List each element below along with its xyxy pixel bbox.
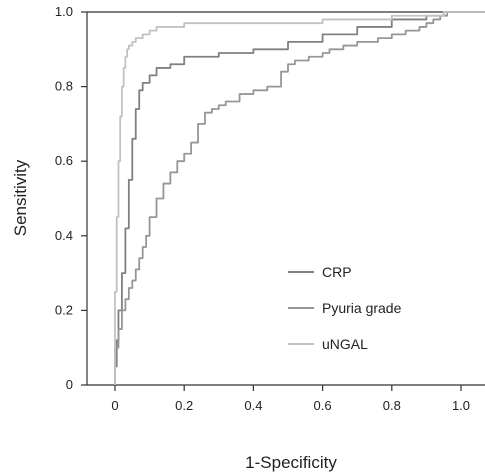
roc-curves — [114, 11, 485, 385]
x-tick-label: 1.0 — [452, 398, 470, 413]
legend-label: Pyuria grade — [322, 300, 402, 316]
series-line-pyuria-grade — [114, 11, 485, 385]
y-tick-label: 0.6 — [55, 153, 73, 168]
y-tick-label: 0.4 — [55, 228, 73, 243]
x-tick-label: 0.8 — [383, 398, 401, 413]
x-axis-title: 1-Specificity — [245, 453, 337, 472]
legend: CRP Pyuria grade uNGAL — [288, 264, 402, 352]
legend-label: CRP — [322, 264, 352, 280]
legend-label: uNGAL — [322, 336, 368, 352]
y-tick-label: 0.2 — [55, 302, 73, 317]
x-tick-label: 0.2 — [175, 398, 193, 413]
y-tick-label: 1.0 — [55, 4, 73, 19]
x-tick-label: 0 — [111, 398, 118, 413]
y-tick-label: 0 — [66, 377, 73, 392]
series-line-crp — [114, 11, 485, 385]
x-tick-label: 0.6 — [314, 398, 332, 413]
x-axis-ticks: 0 0.2 0.4 0.6 0.8 1.0 — [111, 385, 470, 413]
x-tick-label: 0.4 — [244, 398, 262, 413]
y-tick-label: 0.8 — [55, 79, 73, 94]
y-axis-title: Sensitivity — [11, 159, 30, 236]
y-axis-ticks: 0 0.2 0.4 0.6 0.8 1.0 — [55, 4, 87, 392]
series-line-ungal — [114, 11, 485, 385]
